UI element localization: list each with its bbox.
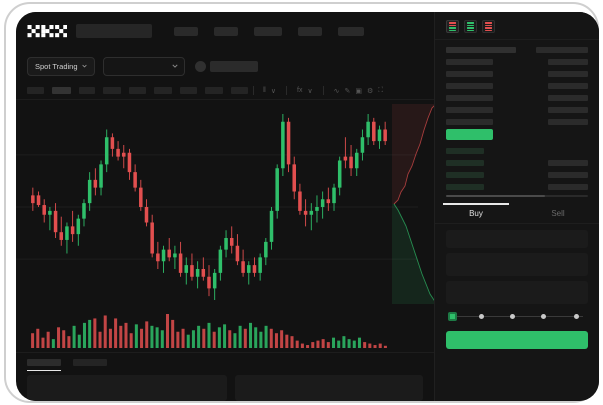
spot-trading-dropdown[interactable]: Spot Trading bbox=[27, 56, 95, 76]
last-price-value bbox=[209, 60, 258, 72]
orderbook-ask-row[interactable] bbox=[446, 117, 588, 126]
depth-chart-overlay bbox=[392, 104, 434, 304]
timeframe-4[interactable] bbox=[103, 87, 121, 94]
indicators-icon[interactable]: fx bbox=[297, 87, 303, 94]
slider-node-25[interactable] bbox=[479, 314, 484, 319]
slider-track bbox=[451, 316, 583, 317]
chevron-down-icon bbox=[171, 64, 178, 68]
orders-card-1[interactable] bbox=[27, 375, 227, 401]
compare-icon[interactable]: ∿ bbox=[333, 87, 340, 95]
orderbook-ask-row[interactable] bbox=[446, 93, 588, 102]
order-price-field[interactable] bbox=[446, 230, 588, 248]
chart-tools: ‖ ∨ fx ∨ ∿ ✎ ▣ ⚙ ⛶ bbox=[263, 86, 383, 95]
chevron-down-icon bbox=[81, 64, 87, 68]
order-amount-field[interactable] bbox=[446, 253, 588, 276]
search-input[interactable] bbox=[76, 24, 152, 38]
tab-open-orders[interactable] bbox=[27, 359, 61, 371]
trading-pair-select[interactable] bbox=[102, 56, 185, 76]
orderbook-display-modes bbox=[435, 12, 599, 40]
orderbook-bid-row[interactable] bbox=[446, 182, 588, 191]
okx-logo[interactable] bbox=[27, 24, 67, 38]
timeframe-8[interactable] bbox=[205, 87, 223, 94]
toolbar-divider bbox=[253, 86, 254, 95]
slider-node-50[interactable] bbox=[510, 314, 515, 319]
candlestick-series bbox=[16, 114, 418, 300]
volume-histogram bbox=[31, 314, 387, 348]
timeframe-6[interactable] bbox=[154, 87, 172, 94]
orderbook-bid-row[interactable] bbox=[446, 158, 588, 167]
orderbook-mode-asks[interactable] bbox=[482, 20, 495, 33]
nav-item-4[interactable] bbox=[298, 26, 322, 36]
slider-node-100[interactable] bbox=[574, 314, 579, 319]
timeframe-group bbox=[27, 87, 248, 94]
nav-item-5[interactable] bbox=[338, 26, 364, 36]
timeframe-5[interactable] bbox=[129, 87, 146, 94]
orderbook-ask-row[interactable] bbox=[446, 57, 588, 66]
slider-node-0[interactable] bbox=[448, 312, 457, 321]
orderbook-ask-row[interactable] bbox=[446, 105, 588, 114]
candlestick-chart-type-icon[interactable]: ‖ bbox=[263, 87, 266, 94]
price-chart[interactable] bbox=[16, 100, 434, 352]
orderbook-trade-panel: Buy Sell bbox=[434, 12, 599, 401]
chart-toolbar: ‖ ∨ fx ∨ ∿ ✎ ▣ ⚙ ⛶ bbox=[16, 82, 434, 100]
nav-item-3[interactable] bbox=[254, 26, 282, 36]
scrollbar-thumb[interactable] bbox=[446, 195, 546, 197]
toolbar-divider bbox=[286, 86, 288, 95]
orders-tabs bbox=[16, 353, 434, 371]
orders-panel bbox=[16, 352, 434, 401]
orderbook-scrollbar[interactable] bbox=[446, 195, 588, 197]
spot-trading-label: Spot Trading bbox=[35, 61, 78, 71]
nav-item-1[interactable] bbox=[174, 26, 198, 36]
settings-gear-icon[interactable]: ⚙ bbox=[366, 87, 374, 95]
orderbook-ask-row[interactable] bbox=[446, 81, 588, 90]
orderbook-bid-row[interactable] bbox=[446, 146, 588, 155]
fullscreen-icon[interactable]: ⛶ bbox=[378, 86, 384, 94]
orders-card-2[interactable] bbox=[235, 375, 423, 401]
timeframe-9[interactable] bbox=[231, 87, 248, 94]
nav-items bbox=[174, 26, 364, 36]
order-total-field[interactable] bbox=[446, 281, 588, 304]
place-buy-order-button[interactable] bbox=[446, 331, 588, 349]
orderbook-mode-both[interactable] bbox=[446, 20, 459, 33]
draw-pencil-icon[interactable]: ✎ bbox=[344, 87, 351, 95]
timeframe-3[interactable] bbox=[79, 87, 95, 94]
camera-snapshot-icon[interactable]: ▣ bbox=[355, 87, 362, 95]
chart-type-chevron-icon[interactable]: ∨ bbox=[270, 87, 277, 95]
pair-avatar bbox=[194, 60, 206, 72]
toolbar-divider bbox=[322, 86, 324, 95]
orderbook-mode-bids[interactable] bbox=[464, 20, 477, 33]
tab-sell[interactable]: Sell bbox=[551, 209, 565, 218]
timeframe-1[interactable] bbox=[27, 87, 44, 94]
nav-item-2[interactable] bbox=[214, 26, 238, 36]
percent-slider[interactable] bbox=[448, 312, 586, 322]
slider-node-75[interactable] bbox=[541, 314, 546, 319]
timeframe-7[interactable] bbox=[180, 87, 197, 94]
device-screen: Spot Trading bbox=[16, 12, 599, 401]
orderbook-ask-row[interactable] bbox=[446, 69, 588, 78]
device-frame: Spot Trading bbox=[4, 2, 599, 403]
buy-sell-tabs: Buy Sell bbox=[435, 203, 599, 224]
orderbook-current-price bbox=[446, 129, 588, 140]
order-form bbox=[435, 224, 599, 304]
tab-order-history[interactable] bbox=[73, 359, 107, 371]
orderbook-rows[interactable] bbox=[435, 40, 599, 191]
indicators-chevron-icon[interactable]: ∨ bbox=[307, 87, 313, 95]
orderbook-bid-row[interactable] bbox=[446, 170, 588, 179]
orders-content bbox=[16, 371, 434, 401]
tab-buy[interactable]: Buy bbox=[435, 203, 517, 223]
timeframe-2[interactable] bbox=[52, 87, 71, 94]
orderbook-header-row bbox=[446, 45, 588, 54]
